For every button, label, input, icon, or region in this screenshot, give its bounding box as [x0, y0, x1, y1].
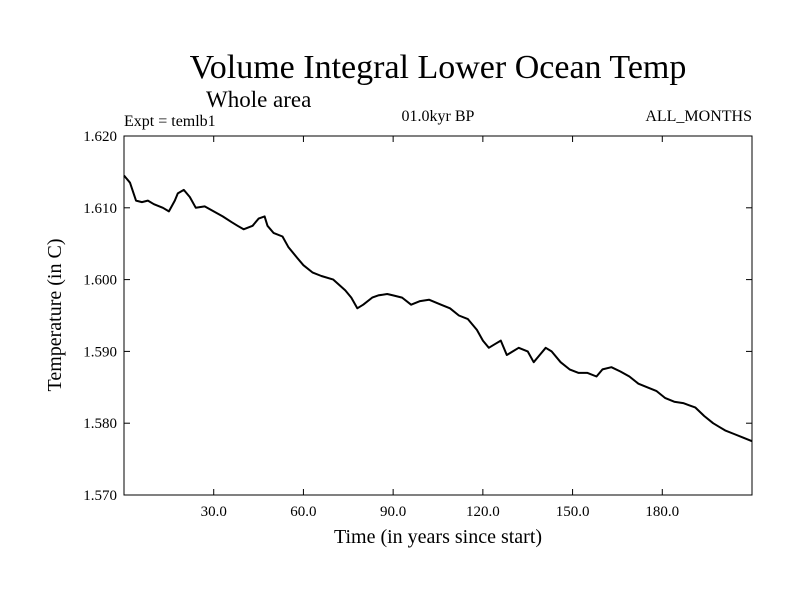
y-tick-label: 1.610 — [83, 201, 117, 217]
y-tick-label: 1.590 — [83, 344, 117, 360]
y-tick-label: 1.580 — [83, 416, 117, 432]
x-tick-label: 150.0 — [556, 504, 590, 520]
x-tick-label: 180.0 — [645, 504, 679, 520]
y-axis: 1.570 1.580 1.590 1.600 1.610 1.620 — [83, 129, 752, 504]
y-tick-label: 1.620 — [83, 129, 117, 145]
x-tick-label: 60.0 — [290, 504, 316, 520]
series-line-temlb1 — [123, 174, 753, 443]
y-tick-label: 1.570 — [83, 488, 117, 504]
months-label: ALL_MONTHS — [645, 108, 752, 125]
y-axis-label: Temperature (in C) — [44, 239, 66, 392]
chart-subtitle: Whole area — [206, 87, 311, 112]
x-tick-label: 90.0 — [380, 504, 406, 520]
x-axis: 30.0 60.0 90.0 120.0 150.0 180.0 — [201, 136, 679, 520]
chart-title: Volume Integral Lower Ocean Temp — [190, 49, 687, 86]
x-tick-label: 120.0 — [466, 504, 500, 520]
period-label: 01.0kyr BP — [402, 108, 475, 125]
experiment-label: Expt = temlb1 — [124, 113, 216, 130]
x-tick-label: 30.0 — [201, 504, 227, 520]
plot-frame — [123, 135, 753, 496]
y-tick-label: 1.600 — [83, 273, 117, 289]
x-axis-label: Time (in years since start) — [334, 526, 542, 548]
